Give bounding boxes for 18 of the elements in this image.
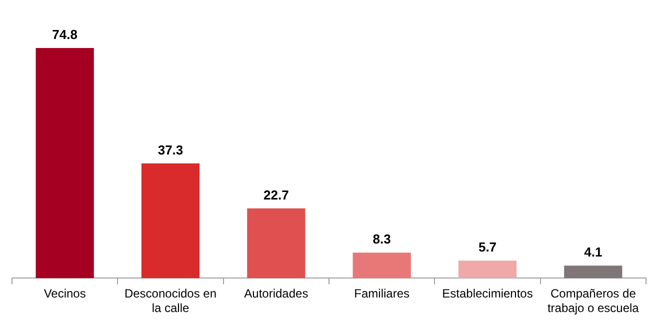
data-label: 74.8 [52, 27, 78, 42]
data-label: 22.7 [264, 187, 289, 202]
x-tick-label: Establecimientos [442, 286, 533, 301]
bar [247, 208, 306, 278]
x-tick-label: Familiares [354, 286, 410, 301]
bar [564, 266, 622, 278]
bar [352, 252, 411, 278]
x-tick-label: Desconocidos en la calle [124, 286, 217, 316]
x-tick-label: Vecinos [44, 286, 86, 301]
bar [458, 260, 517, 278]
bar [141, 163, 200, 278]
bar [36, 48, 94, 278]
data-label: 5.7 [478, 240, 497, 255]
x-tick-label: Compañeros de trabajo o escuela [547, 286, 640, 316]
data-label: 37.3 [158, 142, 184, 158]
data-label: 8.3 [372, 232, 391, 247]
data-label: 4.1 [584, 244, 602, 260]
x-tick-label: Autoridades [244, 286, 308, 301]
